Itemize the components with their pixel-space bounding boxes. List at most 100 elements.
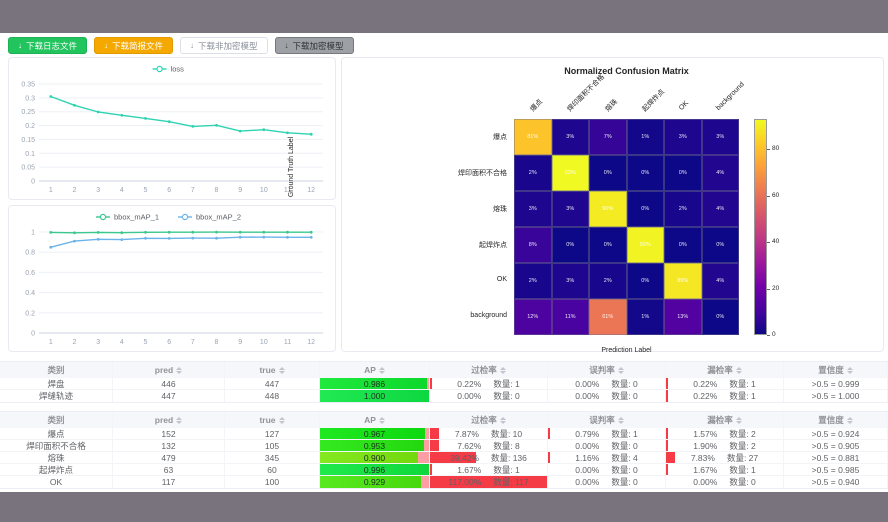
matrix-col-label: OK: [677, 99, 690, 112]
colorbar-tick: [767, 149, 770, 151]
col-header-label: true: [259, 415, 276, 425]
rate-count: 数量: 1: [729, 464, 756, 475]
matrix-row-label: 焊印面积不合格: [458, 170, 507, 177]
matrix-col-label: 爆点: [529, 98, 544, 114]
sort-icon[interactable]: [499, 366, 506, 374]
rate-value: 1.16%: [575, 452, 600, 463]
sort-icon[interactable]: [278, 416, 285, 424]
ap-bar: [320, 464, 429, 475]
matrix-cell: 2%: [664, 191, 702, 227]
col-header-6[interactable]: 漏检率: [666, 412, 784, 428]
col-header-5[interactable]: 误判率: [548, 362, 666, 378]
col-header-2[interactable]: true: [225, 362, 320, 378]
download-icon: ↓: [190, 40, 195, 50]
cell-ap: 1.000: [320, 390, 430, 402]
sort-icon[interactable]: [176, 416, 183, 424]
matrix-col-label: 焊印面积不合格: [566, 73, 607, 114]
col-header-1[interactable]: pred: [113, 412, 225, 428]
cell-ap: 0.986: [320, 378, 430, 390]
sort-icon[interactable]: [378, 366, 385, 374]
col-header-5[interactable]: 误判率: [548, 412, 666, 428]
sort-icon[interactable]: [617, 366, 624, 374]
matrix-cell: 1%: [626, 299, 664, 335]
cell-pred: 479: [113, 452, 225, 464]
sort-icon[interactable]: [846, 416, 853, 424]
sort-icon[interactable]: [278, 366, 285, 374]
col-header-label: 类别: [47, 365, 65, 375]
rate-value: 0.00%: [693, 477, 718, 487]
sort-icon[interactable]: [378, 416, 385, 424]
download-encrypted-model-button[interactable]: ↓ 下载加密模型: [274, 37, 354, 54]
cell-class: 起焊炸点: [0, 464, 113, 476]
cell-true: 105: [225, 440, 320, 452]
cell-confidence: >0.5 = 0.924: [784, 428, 888, 440]
colorbar-tick: [767, 195, 770, 197]
rate-bar: [666, 390, 668, 402]
sort-icon[interactable]: [735, 366, 742, 374]
matrix-cell: 1%: [626, 119, 664, 155]
ap-value: 0.967: [363, 428, 386, 439]
col-header-4[interactable]: 过检率: [430, 362, 548, 378]
bbox-map-chart-card: 0 0.2 0.4 0.6 0.8 1 1 2 3 4 5 6 7 8 9 10 11 12 bbox_mAP_1 b…: [8, 205, 336, 352]
cell-class: 焊盘: [0, 378, 113, 390]
svg-text:10: 10: [260, 339, 268, 346]
colorbar-tick-label: 40: [772, 238, 780, 246]
rate-text: 7.62% 数量: 8: [430, 440, 547, 451]
matrix-cell: 0%: [626, 155, 664, 191]
sort-icon[interactable]: [176, 366, 183, 374]
svg-text:3: 3: [96, 187, 100, 194]
col-header-label: AP: [364, 365, 376, 375]
matrix-cell: 2%: [589, 263, 627, 299]
cell-class: 爆点: [0, 428, 113, 440]
sort-icon[interactable]: [617, 416, 624, 424]
cell-pred: 447: [113, 390, 225, 402]
rate-bar: [430, 476, 547, 488]
col-header-7[interactable]: 置信度: [784, 362, 888, 378]
matrix-row-label: 起焊炸点: [479, 242, 507, 249]
download-log-button[interactable]: ↓ 下载日志文件: [8, 37, 88, 54]
col-header-7[interactable]: 置信度: [784, 412, 888, 428]
ap-bar: [320, 476, 422, 488]
rate-count: 数量: 0: [611, 464, 638, 475]
matrix-row-label: OK: [496, 276, 507, 283]
colorbar-tick: [767, 288, 770, 290]
cell-true: 447: [225, 378, 320, 390]
matrix-xlabel: Prediction Label: [601, 347, 652, 354]
rate-value: 0.00%: [575, 391, 600, 401]
col-header-6[interactable]: 漏检率: [666, 362, 784, 378]
svg-text:8: 8: [215, 187, 219, 194]
col-header-label: 漏检率: [707, 365, 733, 375]
cell-missrate: 1.57% 数量: 2: [666, 428, 784, 440]
cell-misjudge: 0.00% 数量: 0: [548, 476, 666, 488]
download-report-button[interactable]: ↓ 下载简报文件: [94, 37, 174, 54]
matrix-cell: 3%: [551, 263, 589, 299]
svg-text:0: 0: [31, 179, 35, 186]
matrix-cell: 11%: [551, 299, 589, 335]
rate-text: 1.67% 数量: 1: [666, 464, 783, 475]
col-header-3[interactable]: AP: [320, 412, 430, 428]
col-header-label: AP: [364, 415, 376, 425]
cell-overdetect: 1.67% 数量: 1: [430, 464, 548, 476]
download-plain-model-button[interactable]: ↓ 下载非加密模型: [180, 37, 268, 54]
table-header-row: 类别 pred true AP 过检率 误判率 漏检率 置信度: [0, 412, 888, 428]
matrix-col-label: background: [715, 81, 747, 112]
sort-icon[interactable]: [499, 416, 506, 424]
rate-bar: [666, 464, 668, 475]
sort-icon[interactable]: [735, 416, 742, 424]
col-header-4[interactable]: 过检率: [430, 412, 548, 428]
ap-value: 0.929: [363, 477, 386, 487]
cell-true: 127: [225, 428, 320, 440]
table-row: 爆点 152 127 0.967 7.87% 数量: 10 0.79% 数量: 1 1.57% 数…: [0, 428, 888, 440]
svg-text:0.25: 0.25: [21, 109, 35, 116]
col-header-3[interactable]: AP: [320, 362, 430, 378]
col-header-1[interactable]: pred: [113, 362, 225, 378]
sort-icon[interactable]: [846, 366, 853, 374]
matrix-cell: 93%: [551, 155, 589, 191]
cell-true: 100: [225, 476, 320, 488]
cell-misjudge: 1.16% 数量: 4: [548, 452, 666, 464]
col-header-2[interactable]: true: [225, 412, 320, 428]
svg-text:bbox_mAP_1: bbox_mAP_1: [114, 213, 159, 222]
cell-missrate: 0.22% 数量: 1: [666, 390, 784, 402]
cell-class: 焊缝轨迹: [0, 390, 113, 402]
